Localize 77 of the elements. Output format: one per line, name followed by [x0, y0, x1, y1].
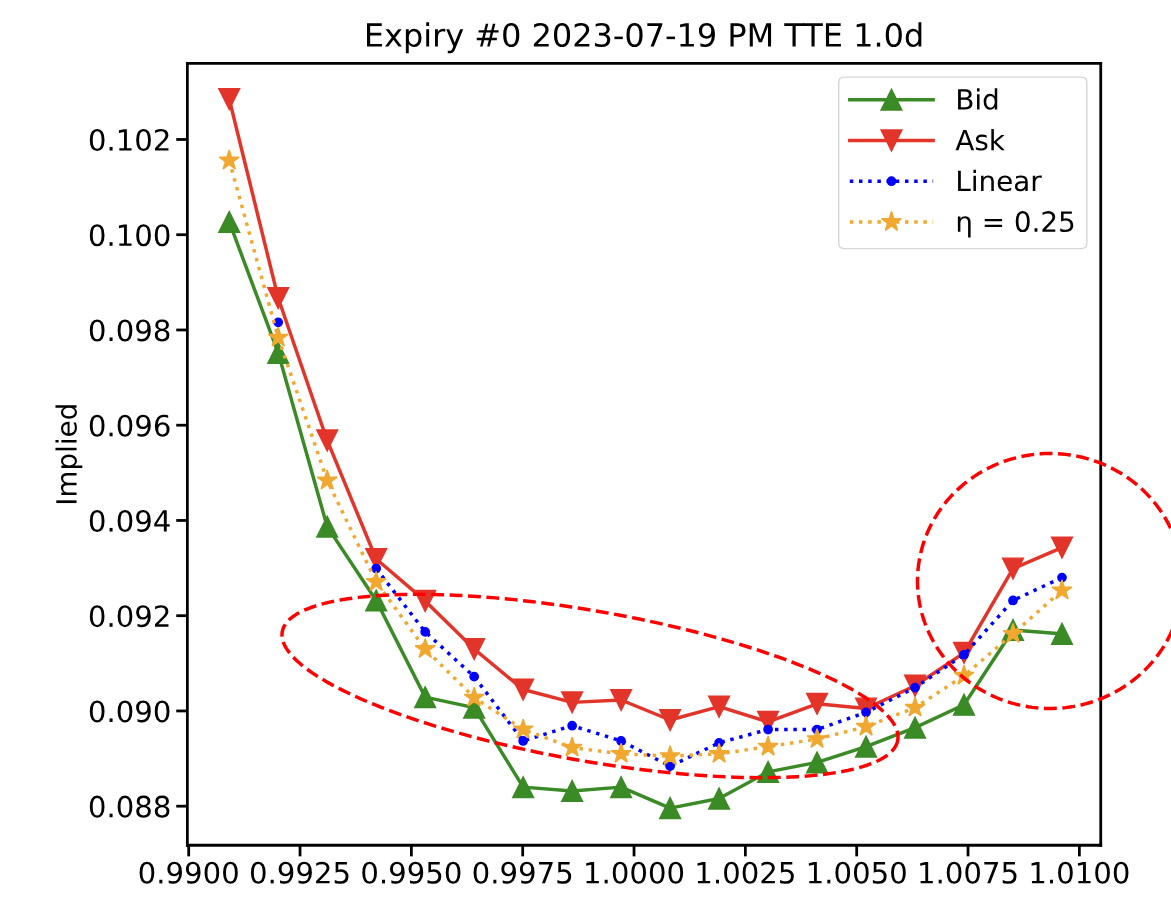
x-tick-label: 0.9925 — [250, 861, 349, 884]
point — [316, 515, 339, 538]
legend-label: η = 0.25 — [957, 211, 1074, 238]
x-tick-label: 1.0025 — [697, 861, 794, 884]
point — [561, 691, 584, 714]
point — [512, 718, 534, 739]
point — [365, 570, 387, 592]
point — [616, 736, 626, 746]
point — [904, 696, 926, 717]
point — [707, 695, 731, 718]
point — [806, 727, 828, 749]
point — [463, 686, 485, 707]
point — [512, 678, 535, 701]
point — [567, 720, 577, 731]
point — [1008, 595, 1018, 606]
point — [805, 692, 829, 715]
x-tick-label: 1.0050 — [808, 861, 906, 884]
y-tick-label: 0.090 — [89, 700, 170, 723]
y-tick-label: 0.092 — [89, 605, 169, 628]
point — [659, 745, 681, 766]
point — [414, 686, 437, 709]
point — [316, 429, 339, 452]
point — [267, 341, 290, 364]
y-tick-label: 0.098 — [89, 319, 170, 342]
point — [561, 736, 583, 757]
point — [1050, 536, 1074, 559]
x-tick-label: 1.0075 — [920, 861, 1017, 884]
point — [218, 87, 241, 111]
x-tick-label: 0.9950 — [362, 861, 461, 884]
point — [903, 716, 927, 739]
y-axis-title: Implied — [55, 405, 83, 504]
x-tick-label: 1.0000 — [586, 861, 684, 884]
point — [707, 787, 731, 810]
legend-label: Bid — [958, 88, 998, 110]
point — [316, 469, 338, 490]
point — [1057, 572, 1067, 583]
point — [273, 317, 284, 328]
point — [610, 776, 633, 799]
legend-label: Linear — [958, 169, 1042, 192]
y-tick-label: 0.100 — [89, 224, 170, 247]
point — [512, 776, 535, 799]
x-tick-label: 0.9975 — [473, 861, 572, 884]
y-tick-label: 0.102 — [89, 128, 169, 151]
point — [218, 149, 240, 170]
x-tick-label: 1.0100 — [1031, 861, 1129, 884]
point — [518, 736, 529, 746]
chart-title: Expiry #0 2023-07-19 PM TTE 1.0d — [367, 22, 922, 54]
point — [855, 715, 877, 736]
point — [658, 708, 682, 732]
x-tick-label: 0.9900 — [139, 861, 238, 884]
point — [610, 688, 633, 712]
point — [658, 796, 682, 820]
point — [805, 751, 829, 774]
y-tick-label: 0.096 — [89, 414, 170, 437]
point — [665, 761, 675, 772]
point — [1051, 579, 1073, 600]
point — [763, 724, 773, 735]
point — [267, 326, 289, 347]
point — [463, 637, 486, 661]
point — [420, 627, 431, 637]
point — [267, 286, 290, 310]
y-tick-label: 0.094 — [89, 509, 170, 532]
point — [414, 637, 436, 659]
point — [610, 742, 632, 763]
point — [854, 735, 878, 758]
point — [708, 742, 730, 763]
point — [469, 671, 480, 682]
point — [365, 589, 388, 612]
point — [952, 693, 976, 716]
point — [1001, 557, 1025, 580]
point — [371, 563, 382, 574]
legend-label: Ask — [955, 129, 1005, 151]
y-tick-label: 0.088 — [89, 795, 170, 818]
point — [757, 735, 779, 756]
point — [218, 210, 241, 233]
point — [1050, 622, 1074, 645]
point — [561, 779, 584, 803]
